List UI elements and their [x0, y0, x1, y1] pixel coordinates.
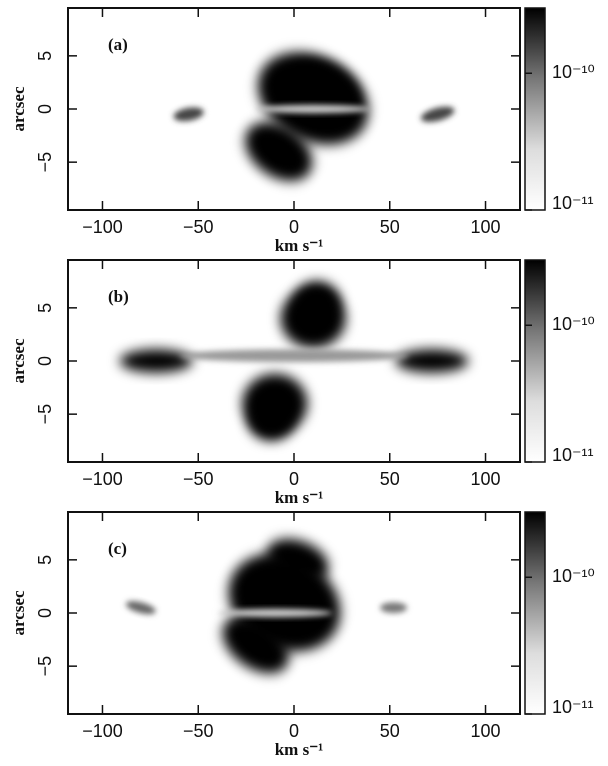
y-axis-label: arcsec	[9, 590, 28, 635]
emission-blob	[255, 104, 371, 114]
intensity-image	[173, 52, 455, 182]
emission-blob	[420, 106, 455, 122]
panel-label: (b)	[108, 287, 129, 306]
emission-blob	[294, 281, 340, 324]
emission-blob	[222, 616, 289, 674]
y-tick-label: 5	[35, 303, 55, 313]
emission-blob	[179, 349, 409, 363]
colorbar-tick-label: 10⁻¹⁰	[552, 566, 595, 586]
panel-label: (a)	[108, 35, 128, 54]
colorbar-tick-label: 10⁻¹¹	[552, 445, 594, 465]
emission-blob	[248, 398, 294, 441]
emission-blob	[267, 538, 329, 581]
x-tick-label: 0	[289, 469, 299, 489]
x-tick-label: 0	[289, 217, 299, 237]
x-tick-label: 100	[471, 217, 501, 237]
intensity-image	[125, 538, 408, 674]
colorbar-tick-label: 10⁻¹⁰	[552, 314, 595, 334]
x-axis-label: km s⁻¹	[275, 236, 324, 255]
y-axis-label: arcsec	[9, 86, 28, 131]
colorbar	[524, 7, 546, 211]
colorbar	[524, 511, 546, 715]
emission-blob	[380, 602, 408, 613]
emission-blob	[119, 349, 193, 373]
x-tick-label: −100	[82, 469, 123, 489]
y-tick-label: 0	[35, 356, 55, 366]
y-tick-label: 5	[35, 555, 55, 565]
x-tick-label: −100	[82, 721, 123, 741]
colorbar-tick-label: 10⁻¹⁰	[552, 62, 595, 82]
x-tick-label: 100	[471, 721, 501, 741]
y-tick-label: 5	[35, 51, 55, 61]
emission-blob	[125, 601, 156, 615]
intensity-image	[119, 281, 469, 441]
x-tick-label: 50	[380, 469, 400, 489]
colorbar-tick-label: 10⁻¹¹	[552, 193, 594, 213]
x-tick-label: −100	[82, 217, 123, 237]
x-tick-label: 50	[380, 217, 400, 237]
x-axis-label: km s⁻¹	[275, 740, 324, 759]
y-axis-label: arcsec	[9, 338, 28, 383]
emission-blob	[217, 608, 333, 618]
emission-blob	[245, 122, 313, 182]
x-tick-label: 100	[471, 469, 501, 489]
x-tick-label: −50	[183, 721, 214, 741]
panel-label: (c)	[108, 539, 127, 558]
y-tick-label: −5	[35, 404, 55, 425]
emission-blob	[290, 60, 359, 115]
x-tick-label: −50	[183, 469, 214, 489]
x-axis-label: km s⁻¹	[275, 488, 324, 507]
emission-blob	[395, 349, 469, 373]
colorbar	[524, 259, 546, 463]
y-tick-label: 0	[35, 104, 55, 114]
x-tick-label: 50	[380, 721, 400, 741]
y-tick-label: −5	[35, 656, 55, 677]
colorbar-tick-label: 10⁻¹¹	[552, 697, 594, 717]
emission-blob	[173, 107, 204, 122]
y-tick-label: 0	[35, 608, 55, 618]
y-tick-label: −5	[35, 152, 55, 173]
x-tick-label: 0	[289, 721, 299, 741]
x-tick-label: −50	[183, 217, 214, 237]
